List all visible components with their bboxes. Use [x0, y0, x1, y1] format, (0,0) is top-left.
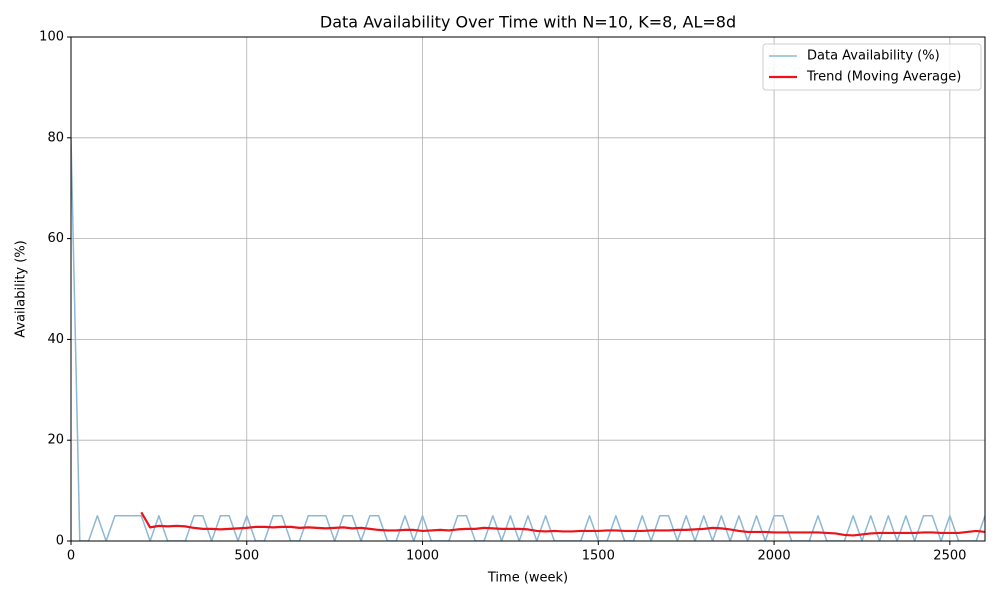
- x-tick-label: 1500: [582, 549, 615, 564]
- y-tick-label: 80: [47, 130, 64, 145]
- legend: Data Availability (%) Trend (Moving Avera…: [762, 43, 982, 91]
- x-axis-label: Time (week): [487, 571, 568, 586]
- legend-label: Trend (Moving Average): [806, 70, 961, 85]
- x-tick-label: 1000: [406, 549, 439, 564]
- y-axis-label: Availability (%): [14, 240, 29, 338]
- x-tick-label: 2500: [933, 549, 966, 564]
- legend-label: Data Availability (%): [807, 49, 940, 64]
- chart-title: Data Availability Over Time with N=10, K…: [320, 13, 736, 32]
- x-tick-label: 500: [234, 549, 259, 564]
- plot-frame: [70, 36, 986, 542]
- x-tick-label: 0: [67, 549, 75, 564]
- y-tick-label: 0: [56, 534, 64, 549]
- series-line: [140, 511, 985, 537]
- series-line: [71, 137, 985, 541]
- legend-box: [762, 43, 982, 91]
- y-tick-label: 40: [47, 332, 64, 347]
- y-tick-label: 100: [39, 30, 64, 45]
- y-tick-label: 60: [47, 231, 64, 246]
- y-tick-label: 20: [47, 433, 64, 448]
- x-tick-label: 2000: [758, 549, 791, 564]
